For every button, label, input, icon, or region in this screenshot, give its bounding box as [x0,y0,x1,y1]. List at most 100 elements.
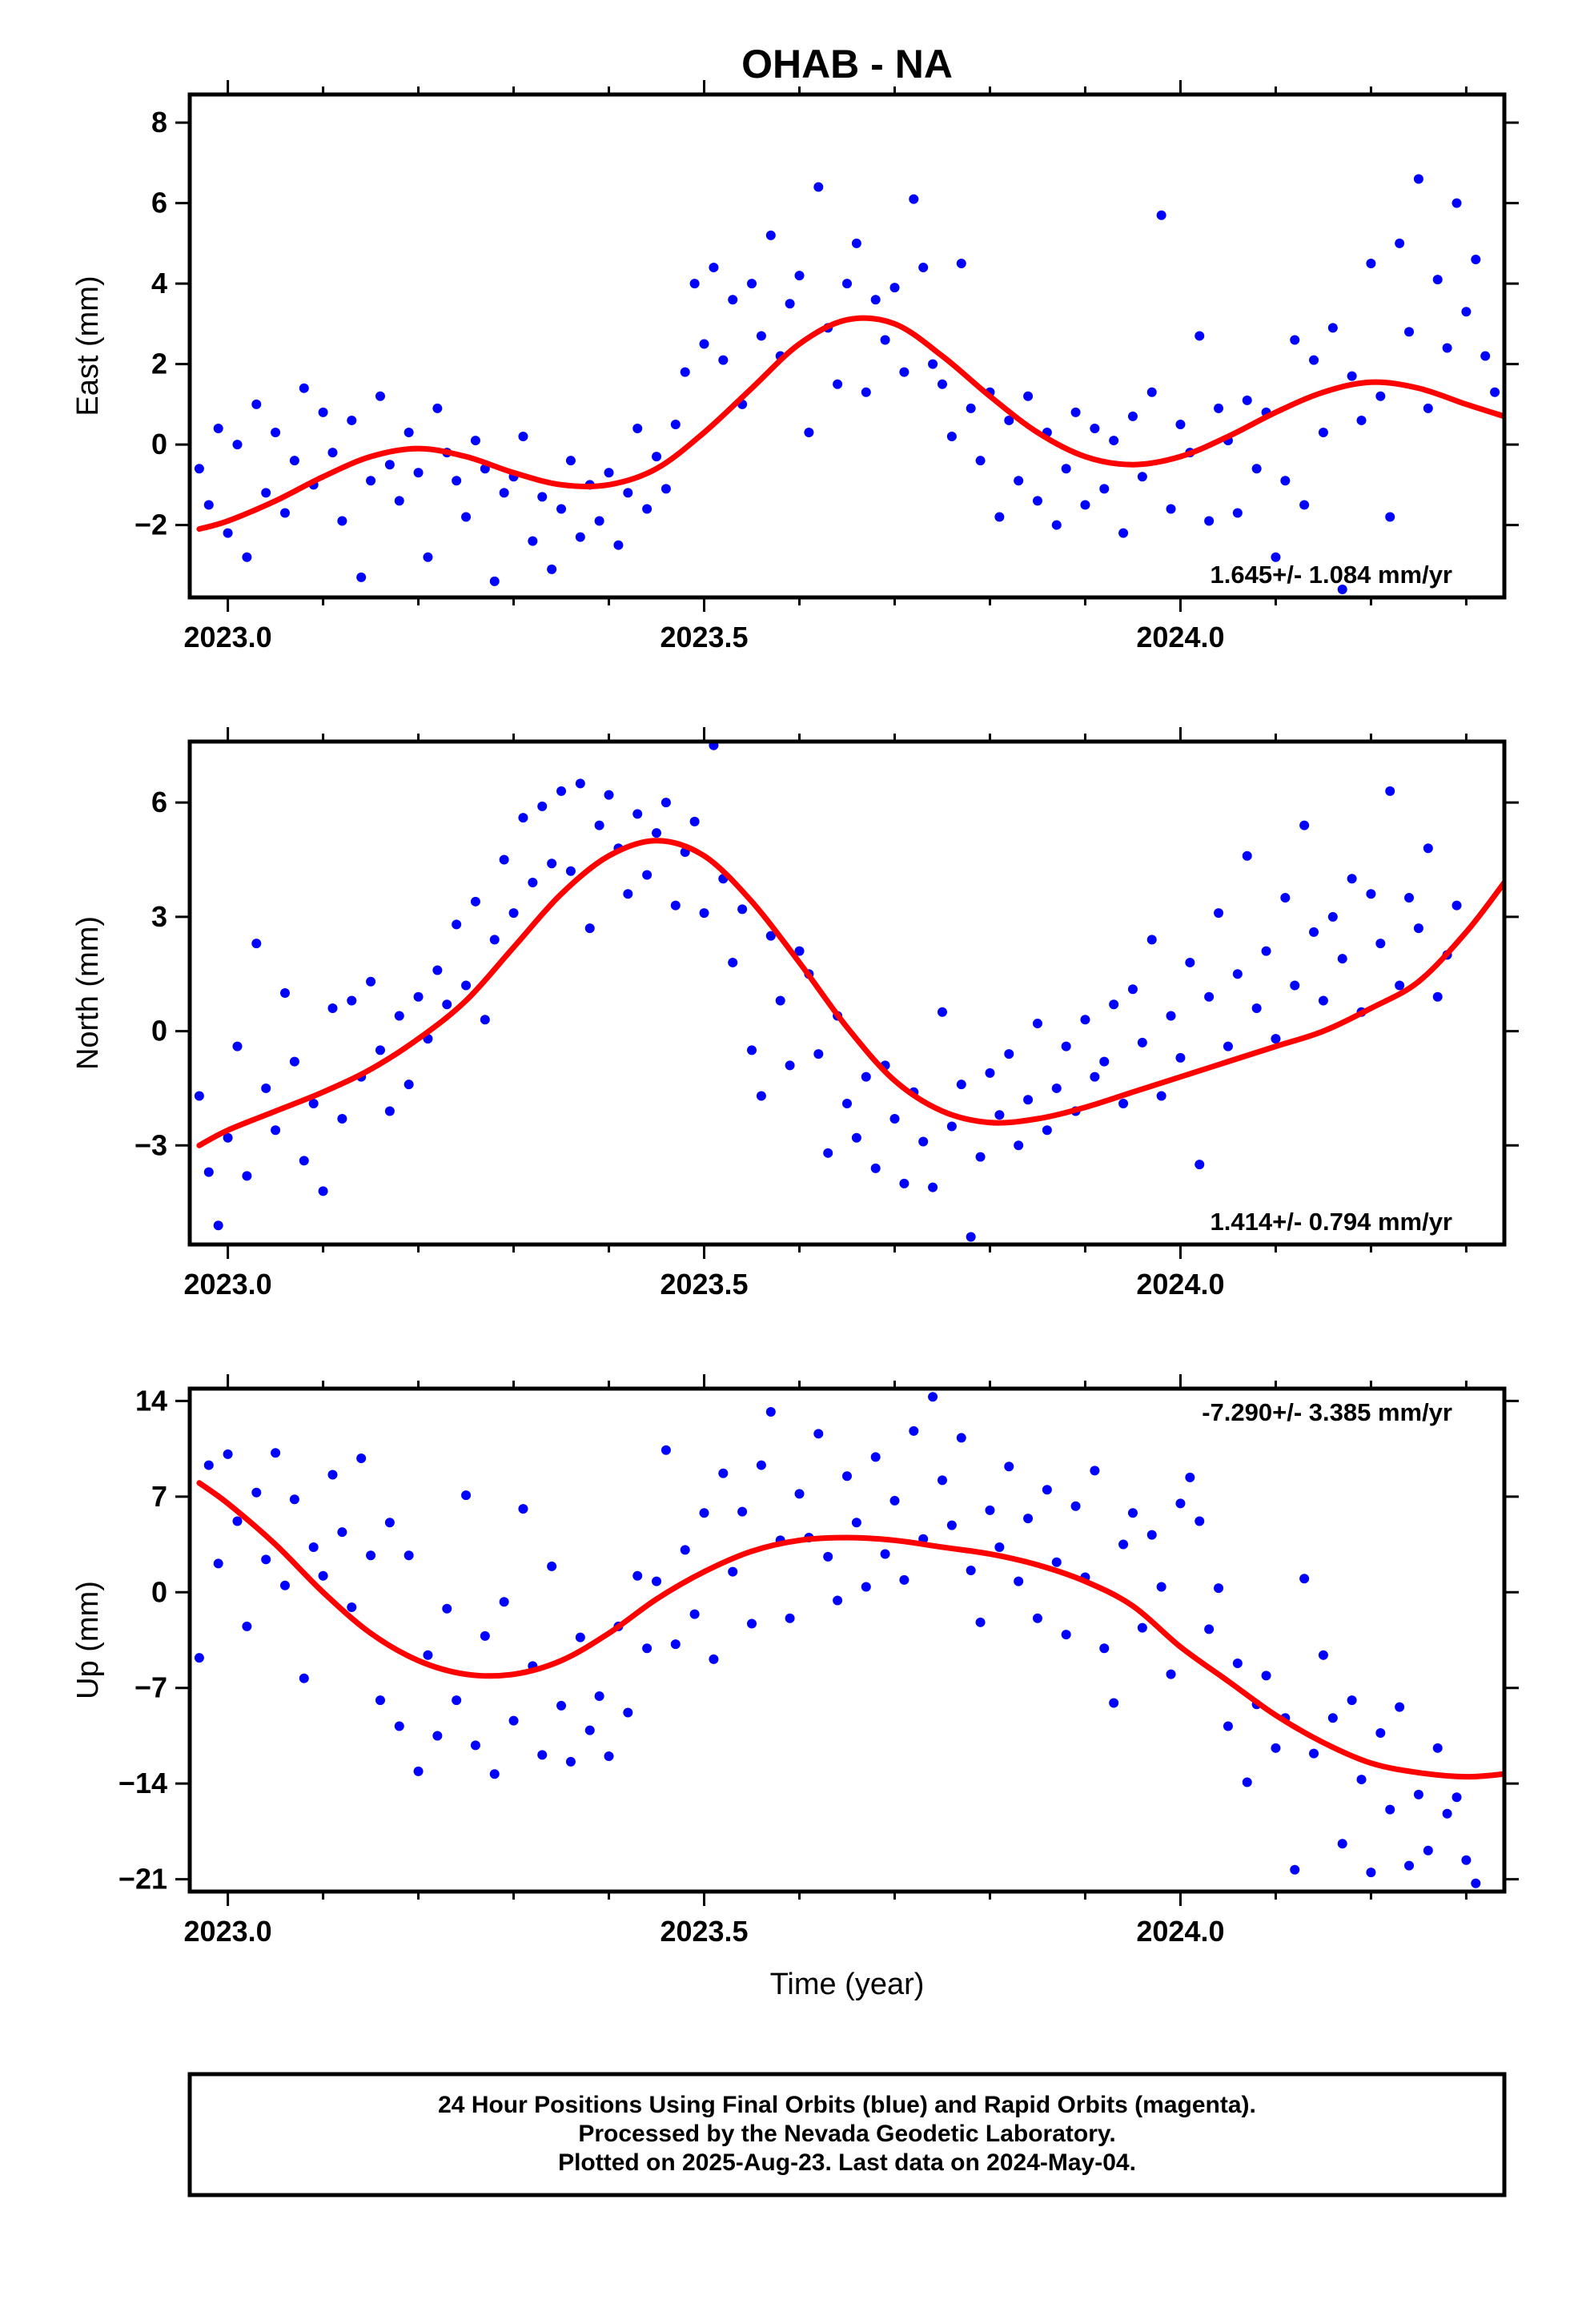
north-data-point [366,976,376,987]
east-y-tick-label: 4 [151,267,167,300]
up-rate-label: -7.290+/- 3.385 mm/yr [1202,1398,1452,1426]
north-data-point [413,991,424,1002]
up-data-point [584,1725,595,1735]
east-data-point [918,263,929,273]
north-data-point [937,1007,947,1017]
footer-line-3: Plotted on 2025-Aug-23. Last data on 202… [558,2149,1136,2176]
north-data-point [594,820,604,830]
north-data-point [1137,1037,1147,1047]
north-data-point [994,1110,1005,1120]
north-data-point [1347,874,1357,884]
north-data-point [232,1041,243,1051]
north-plot-frame [187,739,1507,1247]
north-data-point [327,1003,338,1014]
east-data-point [937,379,947,389]
north-panel: 2023.0 2023.5 2024.0 −3 0 3 6 North (mm) 1.414+/… [71,727,1519,1301]
east-data-point [851,238,861,248]
east-data-point [880,335,890,345]
north-data-point [1366,889,1376,899]
east-x-tick-label: 2023.5 [660,621,748,653]
up-data-point [889,1495,900,1506]
north-data-point [337,1114,347,1124]
north-data-point [1090,1072,1100,1082]
east-data-point [623,488,633,498]
up-data-point [556,1700,567,1711]
up-data-point [909,1425,919,1436]
east-data-point [413,468,424,478]
up-data-point [384,1518,395,1528]
north-data-point [765,931,776,941]
up-data-point [594,1691,604,1701]
up-data-point [1452,1792,1462,1803]
east-data-point [1461,307,1472,317]
up-data-point [794,1489,805,1499]
east-data-point [670,419,681,429]
east-data-point [909,194,919,204]
east-data-point [1146,387,1157,397]
east-data-point [1195,331,1205,341]
up-data-point [251,1487,262,1498]
up-data-point [1195,1516,1205,1526]
up-data-point [966,1565,976,1575]
up-y-tick-label: 0 [151,1575,167,1608]
up-data-point [1347,1695,1357,1706]
east-data-point [299,383,309,393]
east-data-point [213,423,223,433]
up-data-point [1118,1539,1129,1550]
up-data-point [928,1392,938,1402]
up-data-point [833,1595,843,1606]
up-data-point [851,1518,861,1528]
footer-line-2: Processed by the Nevada Geodetic Laborat… [578,2121,1115,2147]
east-data-point [1127,411,1138,421]
north-data-point [1413,923,1423,934]
up-data-point [1061,1630,1071,1640]
up-y-axis-label: Up (mm) [71,1581,105,1699]
chart-title: OHAB - NA [741,42,953,86]
up-data-point [652,1576,662,1586]
north-data-point [747,1045,757,1055]
north-data-point [632,809,643,819]
east-data-point [1490,387,1500,397]
up-data-point [728,1566,738,1577]
up-data-point [1395,1702,1405,1712]
north-data-point [1337,954,1347,964]
north-data-point [452,919,462,930]
up-data-point [680,1545,690,1555]
up-data-point [1442,1808,1452,1819]
up-data-point [1223,1721,1233,1731]
north-data-point [1432,991,1443,1002]
up-data-point [461,1490,472,1501]
north-data-point [194,1091,204,1101]
up-data-point [1461,1855,1472,1865]
north-data-point [213,1220,223,1231]
x-axis-label: Time (year) [770,1968,925,2001]
up-data-point [423,1650,433,1660]
up-x-ticks [227,1374,1468,1906]
north-data-point [308,1098,319,1108]
up-data-point [366,1550,376,1561]
up-data-point [1090,1466,1100,1476]
north-data-point [1271,1034,1281,1044]
east-data-point [1232,508,1243,518]
up-y-tick-label: −14 [118,1767,167,1799]
east-data-point [1014,476,1024,486]
up-data-point [1385,1804,1395,1815]
north-data-point [1080,1015,1090,1025]
east-data-point [1137,472,1147,482]
north-data-point [1023,1095,1034,1105]
up-data-point [1423,1845,1433,1856]
north-data-point [1032,1019,1042,1029]
north-data-point [1290,980,1300,991]
up-data-point [1127,1508,1138,1518]
north-data-point [642,870,652,880]
east-data-point [1452,198,1462,208]
north-data-point [1185,957,1195,967]
east-panel: 2023.0 2023.5 2024.0 −2 0 2 4 6 8 East (mm) 1.645+… [71,80,1519,653]
north-data-point [223,1132,233,1143]
north-data-point [918,1136,929,1147]
up-data-point [1070,1501,1081,1511]
up-data-point [261,1554,271,1565]
up-data-point [975,1617,986,1627]
north-data-point [394,1011,404,1021]
up-data-point [480,1630,490,1641]
